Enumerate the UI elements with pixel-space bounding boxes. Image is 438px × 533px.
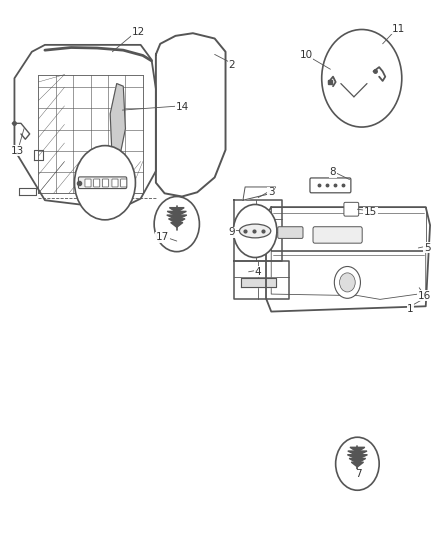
FancyBboxPatch shape [120, 179, 127, 187]
Polygon shape [351, 462, 364, 467]
FancyBboxPatch shape [112, 179, 118, 187]
FancyBboxPatch shape [313, 227, 362, 243]
Text: 15: 15 [364, 207, 377, 217]
Circle shape [154, 197, 199, 252]
Polygon shape [170, 208, 184, 213]
Circle shape [74, 146, 135, 220]
Polygon shape [167, 215, 187, 220]
Text: 8: 8 [330, 167, 336, 177]
Text: 7: 7 [355, 470, 362, 479]
Polygon shape [347, 455, 367, 459]
Text: 3: 3 [268, 187, 275, 197]
Polygon shape [167, 212, 186, 216]
FancyBboxPatch shape [278, 227, 303, 238]
Polygon shape [241, 278, 276, 287]
FancyBboxPatch shape [78, 177, 127, 189]
FancyBboxPatch shape [310, 178, 351, 193]
Text: 16: 16 [418, 290, 431, 301]
Text: 1: 1 [407, 304, 414, 314]
Circle shape [322, 29, 402, 127]
Text: 10: 10 [300, 51, 313, 60]
FancyBboxPatch shape [344, 203, 359, 216]
Polygon shape [348, 451, 367, 456]
Polygon shape [169, 219, 185, 223]
Text: 9: 9 [229, 227, 235, 237]
Circle shape [339, 273, 355, 292]
Text: 12: 12 [132, 27, 145, 37]
FancyBboxPatch shape [94, 179, 100, 187]
Text: 13: 13 [11, 146, 25, 156]
Polygon shape [171, 222, 183, 227]
Text: 11: 11 [392, 24, 405, 34]
Polygon shape [349, 458, 366, 463]
Circle shape [336, 437, 379, 490]
Text: 4: 4 [255, 267, 261, 277]
FancyBboxPatch shape [102, 179, 109, 187]
Text: 5: 5 [424, 243, 431, 253]
FancyBboxPatch shape [85, 179, 91, 187]
Polygon shape [110, 84, 125, 163]
Ellipse shape [240, 224, 271, 238]
Text: 2: 2 [229, 60, 235, 70]
Polygon shape [350, 447, 365, 452]
Text: 17: 17 [156, 232, 169, 243]
Text: 14: 14 [175, 102, 189, 112]
Circle shape [233, 205, 277, 257]
Polygon shape [243, 187, 276, 200]
Circle shape [334, 266, 360, 298]
